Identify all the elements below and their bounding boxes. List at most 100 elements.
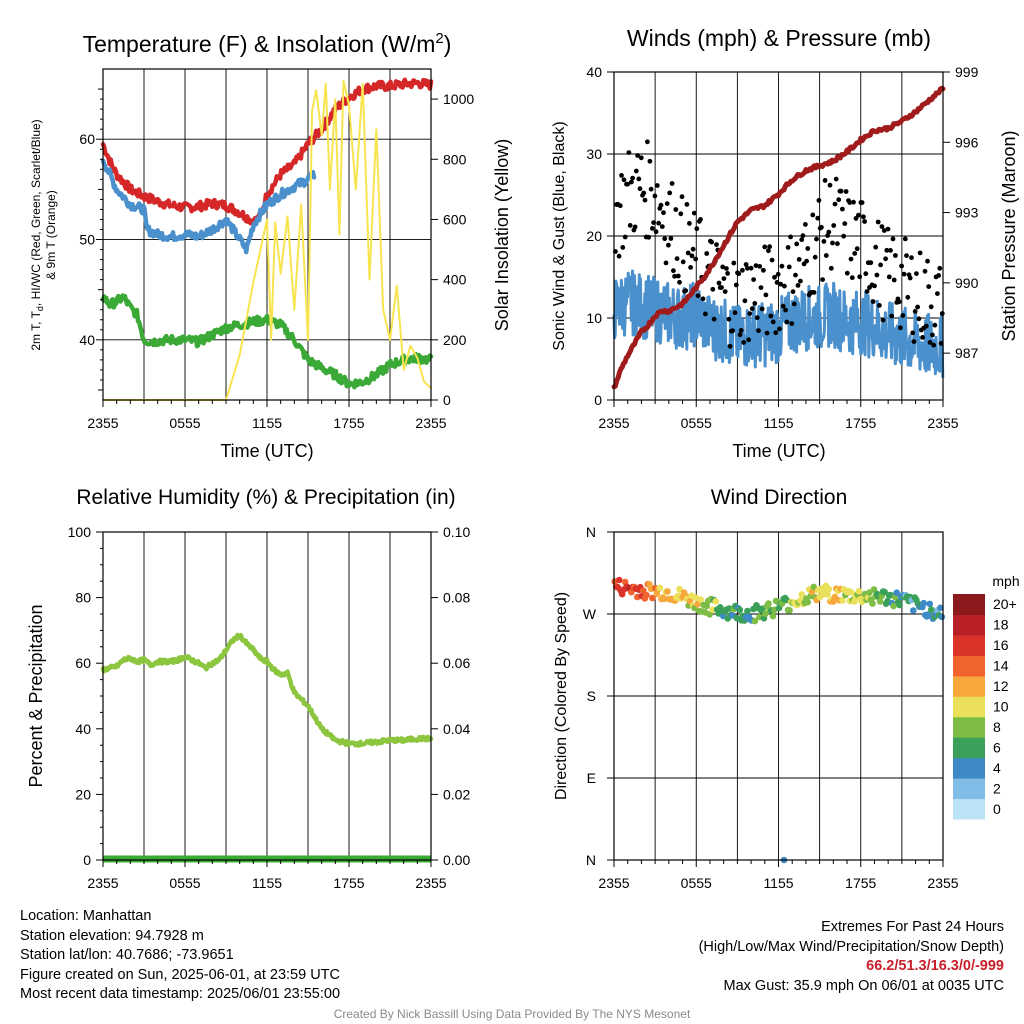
gust-point xyxy=(904,253,909,258)
gust-point xyxy=(662,236,668,242)
colorbar-swatch xyxy=(953,757,985,779)
gust-point xyxy=(805,246,811,251)
direction-ytick-label: E xyxy=(587,770,596,786)
gust-point xyxy=(664,201,670,207)
direction-point xyxy=(890,602,897,610)
gust-point xyxy=(688,265,693,270)
gust-point xyxy=(925,258,930,264)
gust-point xyxy=(627,223,633,228)
gust-point xyxy=(617,203,623,209)
gust-point xyxy=(822,178,828,183)
colorbar-swatch xyxy=(953,798,985,820)
station-elevation: Station elevation: 94.7928 m xyxy=(20,927,204,944)
gust-point xyxy=(909,255,914,261)
gust-point xyxy=(902,236,908,242)
gust-point xyxy=(746,337,751,343)
gust-point xyxy=(633,168,639,174)
winds-xtick-label: 1755 xyxy=(845,415,876,431)
humidity-ticks: 2355 0555 1155 1755 2355 0 0.00 20 0.02 40 0.04 60 0… xyxy=(68,524,471,891)
gust-point xyxy=(843,189,849,194)
recent-timestamp: Most recent data timestamp: 2025/06/01 2… xyxy=(20,986,341,1002)
speed-colorbar: 0 2 4 6 8 10 12 14 16 18 20+ xyxy=(953,594,1017,820)
gust-point xyxy=(785,245,791,250)
direction-point xyxy=(744,607,751,615)
direction-panel: Wind Direction 2355 0555 1155 1755 2355NESWN… xyxy=(553,486,1020,891)
gust-point xyxy=(741,340,747,345)
winds-xtick-label: 2355 xyxy=(927,415,958,431)
colorbar-swatch xyxy=(953,634,985,656)
temperature-ytick-label: 60 xyxy=(79,131,95,147)
direction-point xyxy=(786,607,793,614)
extremes-subtitle: (High/Low/Max Wind/Precipitation/Snow De… xyxy=(698,938,1004,955)
gust-point xyxy=(923,323,929,329)
colorbar-swatch xyxy=(953,655,985,677)
direction-point xyxy=(925,611,932,618)
direction-point xyxy=(615,576,623,584)
humidity-ylabel-left: Percent & Precipitation xyxy=(26,604,46,787)
gust-point xyxy=(677,279,682,285)
gust-point xyxy=(714,242,719,248)
gust-point xyxy=(884,247,890,253)
gust-point xyxy=(916,316,922,322)
gust-point xyxy=(831,223,837,228)
gust-point xyxy=(700,296,706,302)
gust-point xyxy=(767,244,772,250)
humidity-ytick-label: 60 xyxy=(75,655,91,671)
gust-point xyxy=(857,274,863,280)
direction-ytick-label: N xyxy=(586,524,596,540)
gust-point xyxy=(661,210,666,216)
gust-point xyxy=(777,326,782,332)
colorbar-label: 14 xyxy=(993,658,1009,674)
direction-point xyxy=(643,591,650,599)
pressure-ytick-label: 990 xyxy=(955,275,979,291)
wind-speed-line xyxy=(612,269,945,378)
gust-point xyxy=(648,186,654,192)
insolation-line xyxy=(102,80,432,401)
gust-point xyxy=(877,303,882,308)
colorbar-swatch xyxy=(953,675,985,697)
gust-point xyxy=(841,233,846,239)
gust-point xyxy=(725,271,730,276)
gust-point xyxy=(849,275,855,281)
direction-point xyxy=(804,598,811,606)
gust-point xyxy=(783,307,788,313)
gust-point xyxy=(889,313,895,319)
winds-panel-title: Winds (mph) & Pressure (mb) xyxy=(627,25,931,51)
gust-point xyxy=(826,229,832,235)
gust-point xyxy=(794,241,800,247)
gust-point xyxy=(854,246,860,252)
gust-point xyxy=(762,244,768,250)
gust-point xyxy=(914,271,919,276)
gust-point xyxy=(900,313,906,318)
gust-point xyxy=(814,236,819,242)
gust-point xyxy=(890,236,896,242)
gust-point xyxy=(905,294,911,300)
gust-point xyxy=(875,219,881,225)
precip-ytick-label: 0.04 xyxy=(443,721,470,737)
gust-point xyxy=(721,276,727,281)
direction-point xyxy=(769,612,777,620)
gust-point xyxy=(632,224,638,230)
gust-point xyxy=(812,254,818,260)
gust-point xyxy=(646,234,652,240)
gust-point xyxy=(731,260,737,266)
direction-point xyxy=(697,596,704,603)
precip-ytick-label: 0.10 xyxy=(443,524,470,540)
gust-point xyxy=(938,341,944,346)
temperature-panel: Temperature (F) & Insolation (W/m2) 2355… xyxy=(29,30,512,461)
gust-point xyxy=(917,250,923,256)
gust-point xyxy=(626,150,632,156)
gust-point xyxy=(922,268,928,274)
gust-point xyxy=(873,244,879,250)
gust-point xyxy=(930,332,935,338)
gust-point xyxy=(730,328,735,334)
credit-line: Created By Nick Bassill Using Data Provi… xyxy=(333,1007,691,1021)
pressure-ytick-label: 987 xyxy=(955,345,979,361)
gust-point xyxy=(928,304,934,310)
gust-point xyxy=(844,270,850,276)
gust-point xyxy=(753,263,759,268)
gust-point xyxy=(679,194,685,200)
colorbar-label: 12 xyxy=(993,678,1009,694)
direction-point xyxy=(824,591,831,598)
gust-point xyxy=(764,330,770,336)
